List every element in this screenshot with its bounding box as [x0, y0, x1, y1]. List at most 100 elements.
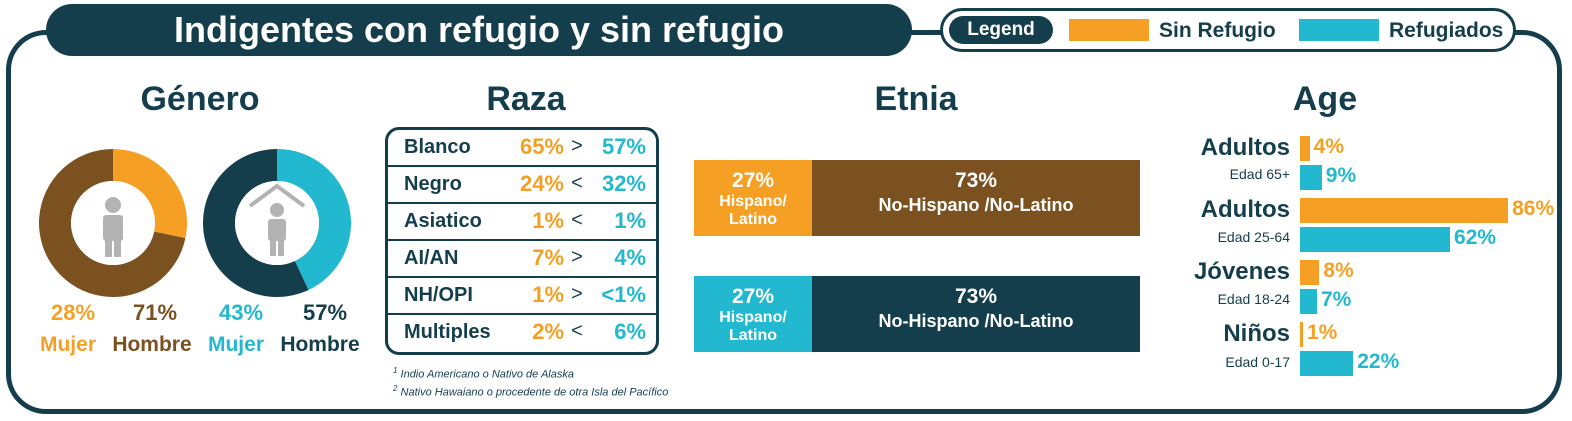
- table-row: AI/AN 7% > 4%: [388, 241, 656, 278]
- etnia-hispano-segment: 27% Hispano/ Latino: [694, 160, 812, 236]
- age-value-label: 1%: [1307, 321, 1338, 344]
- legend-title: Legend: [949, 16, 1053, 44]
- legend-swatch-refugiados: [1299, 19, 1379, 41]
- etnia-no-hispano-label: No-Hispano /No-Latino: [878, 311, 1074, 331]
- genero-sin-refugio-donut: [38, 149, 187, 297]
- raza-compare: <: [571, 172, 583, 194]
- age-group-sub: Edad 65+: [1229, 166, 1290, 182]
- etnia-no-hispano-segment: 73% No-Hispano /No-Latino: [812, 160, 1140, 236]
- raza-compare: >: [571, 283, 583, 305]
- raza-refugiados-value: 1%: [614, 208, 646, 233]
- age-group-sub: Edad 25-64: [1217, 229, 1290, 245]
- raza-sin-refugio-value: 24%: [519, 171, 564, 196]
- legend-swatch-sin-refugio: [1069, 19, 1149, 41]
- genero-ref-hombre-pct: 57%: [302, 300, 348, 325]
- genero-sr-hombre-pct: 71%: [132, 300, 178, 325]
- etnia-no-hispano-pct: 73%: [954, 169, 998, 192]
- raza-refugiados-value: 4%: [614, 245, 646, 270]
- raza-sin-refugio-value: 1%: [532, 282, 564, 307]
- age-bar-sin-refugio: [1300, 260, 1320, 285]
- raza-compare: <: [571, 320, 583, 342]
- house-person-icon: [248, 183, 306, 256]
- raza-sin-refugio-value: 65%: [519, 134, 564, 159]
- page-title: Indigentes con refugio y sin refugio: [46, 4, 912, 56]
- footnote-number: 2: [393, 384, 398, 393]
- genero-ref-hombre-label: Hombre: [280, 333, 360, 356]
- etnia-no-hispano-pct: 73%: [954, 285, 998, 308]
- raza-refugiados-value: 32%: [601, 171, 646, 196]
- age-bar-sin-refugio: [1300, 198, 1509, 223]
- footnote-text: Nativo Hawaiano o procedente de otra Isl…: [400, 386, 669, 399]
- age-bar-sin-refugio: [1300, 136, 1310, 161]
- etnia-title: Etnia: [874, 80, 958, 118]
- etnia-bar-sin-refugio: 27% Hispano/ Latino 73% No-Hispano /No-L…: [694, 160, 1140, 236]
- etnia-hispano-pct: 27%: [731, 285, 775, 308]
- table-row: Multiples 2% < 6%: [388, 315, 656, 352]
- age-bar-sin-refugio: [1300, 322, 1303, 347]
- age-group-label: Adultos: [1200, 134, 1290, 161]
- raza-sin-refugio-value: 7%: [532, 245, 564, 270]
- etnia-no-hispano-segment: 73% No-Hispano /No-Latino: [812, 276, 1140, 352]
- age-value-label: 4%: [1313, 135, 1345, 158]
- genero-sr-mujer-pct: 28%: [50, 300, 96, 325]
- genero-title: Género: [140, 80, 260, 118]
- raza-refugiados-value: <1%: [601, 282, 646, 307]
- etnia-hispano-label: Hispano/ Latino: [719, 193, 787, 228]
- raza-sin-refugio-value: 2%: [532, 319, 564, 344]
- age-value-label: 22%: [1357, 350, 1400, 373]
- table-row: Negro 24% < 32%: [388, 167, 656, 204]
- age-value-label: 7%: [1320, 288, 1352, 311]
- etnia-hispano-pct: 27%: [731, 169, 775, 192]
- table-row: Blanco 65% > 57%: [388, 130, 656, 167]
- age-bar-refugiados: [1300, 351, 1354, 376]
- table-row: NH/OPI 1% > <1%: [388, 278, 656, 315]
- raza-name: Asiatico: [404, 210, 482, 232]
- genero-refugiados-donut: [203, 149, 352, 297]
- age-group-label: Adultos: [1200, 196, 1290, 223]
- age-group-sub: Edad 18-24: [1217, 291, 1290, 307]
- raza-table: Blanco 65% > 57% Negro 24% < 32% Asiatic…: [385, 127, 659, 355]
- raza-refugiados-value: 57%: [601, 134, 646, 159]
- footnote-2: 2 Nativo Hawaiano o procedente de otra I…: [393, 384, 668, 399]
- raza-title: Raza: [486, 80, 566, 118]
- genero-sr-mujer-label: Mujer: [39, 333, 96, 356]
- etnia-hispano-segment: 27% Hispano/ Latino: [694, 276, 812, 352]
- age-group-label: Jóvenes: [1193, 258, 1290, 285]
- person-icon: [103, 197, 123, 257]
- legend-label-refugiados: Refugiados: [1389, 19, 1504, 42]
- age-bar-refugiados: [1300, 227, 1451, 252]
- raza-compare: <: [571, 209, 583, 231]
- legend: Legend Sin Refugio Refugiados: [940, 8, 1516, 52]
- donut-slice-mujer: [113, 149, 187, 239]
- raza-name: Blanco: [404, 136, 471, 158]
- footnote-text: Indio Americano o Nativo de Alaska: [400, 368, 574, 381]
- raza-sin-refugio-value: 1%: [532, 208, 564, 233]
- age-value-label: 62%: [1454, 226, 1497, 249]
- raza-name: AI/AN: [404, 247, 459, 269]
- genero-ref-mujer-label: Mujer: [207, 333, 264, 356]
- footnote-1: 1 Indio Americano o Nativo de Alaska: [393, 366, 574, 381]
- age-group-label: Niños: [1223, 320, 1290, 347]
- age-bar-refugiados: [1300, 165, 1322, 190]
- age-value-label: 9%: [1325, 164, 1357, 187]
- raza-compare: >: [571, 246, 583, 268]
- genero-sr-hombre-label: Hombre: [112, 333, 192, 356]
- age-group-sub: Edad 0-17: [1225, 354, 1290, 370]
- age-title: Age: [1292, 80, 1358, 118]
- age-bar-refugiados: [1300, 289, 1317, 314]
- raza-name: Negro: [404, 173, 462, 195]
- etnia-no-hispano-label: No-Hispano /No-Latino: [878, 195, 1074, 215]
- donut-slice-mujer: [277, 149, 352, 290]
- genero-ref-mujer-pct: 43%: [218, 300, 264, 325]
- age-value-label: 86%: [1512, 197, 1555, 220]
- age-value-label: 8%: [1323, 259, 1354, 282]
- donut-slice-hombre: [38, 149, 186, 297]
- legend-label-sin-refugio: Sin Refugio: [1159, 19, 1276, 42]
- raza-name: NH/OPI: [404, 284, 473, 306]
- footnote-number: 1: [393, 366, 398, 375]
- etnia-hispano-label: Hispano/ Latino: [719, 309, 787, 344]
- raza-refugiados-value: 6%: [614, 319, 646, 344]
- table-row: Asiatico 1% < 1%: [388, 204, 656, 241]
- raza-compare: >: [571, 135, 583, 157]
- raza-name: Multiples: [404, 321, 491, 343]
